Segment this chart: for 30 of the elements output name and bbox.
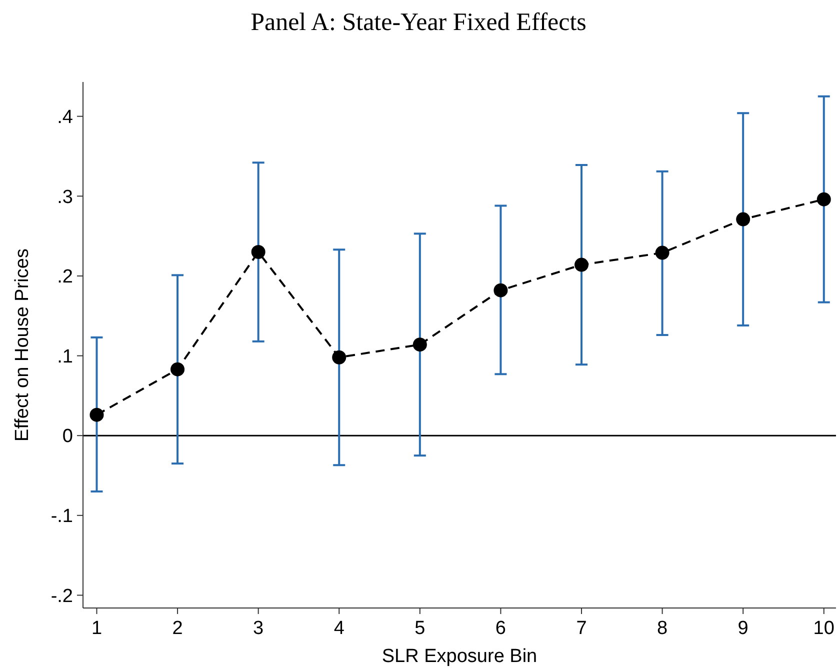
x-tick-label: 9: [738, 618, 748, 639]
x-tick-label: 1: [91, 618, 102, 639]
y-tick-label: .2: [57, 266, 73, 288]
point: [170, 362, 185, 376]
y-tick-label: -.2: [50, 586, 73, 607]
point: [736, 212, 750, 226]
x-tick-label: 8: [657, 618, 668, 639]
y-tick-label: .3: [57, 186, 73, 208]
x-tick-label: 2: [172, 618, 183, 639]
x-tick-label: 10: [813, 618, 834, 639]
point: [251, 245, 266, 260]
point: [574, 258, 588, 272]
y-axis-title: Effect on House Prices: [12, 248, 33, 442]
x-tick-label: 6: [495, 618, 506, 639]
point: [332, 350, 346, 364]
x-tick-label: 4: [334, 618, 345, 639]
x-tick-label: 7: [576, 618, 587, 639]
x-tick-label: 3: [253, 618, 264, 639]
point: [412, 338, 427, 352]
point: [816, 192, 831, 206]
y-tick-label: 0: [62, 426, 73, 448]
y-tick-label: -.1: [50, 506, 73, 528]
point: [655, 246, 670, 260]
point: [494, 283, 508, 298]
x-tick-label: 5: [414, 618, 426, 639]
chart-title: Panel A: State-Year Fixed Effects: [250, 9, 586, 36]
y-tick-label: .4: [57, 106, 74, 128]
point: [90, 408, 104, 422]
x-axis-title: SLR Exposure Bin: [382, 646, 538, 667]
y-tick-label: .1: [57, 346, 73, 368]
